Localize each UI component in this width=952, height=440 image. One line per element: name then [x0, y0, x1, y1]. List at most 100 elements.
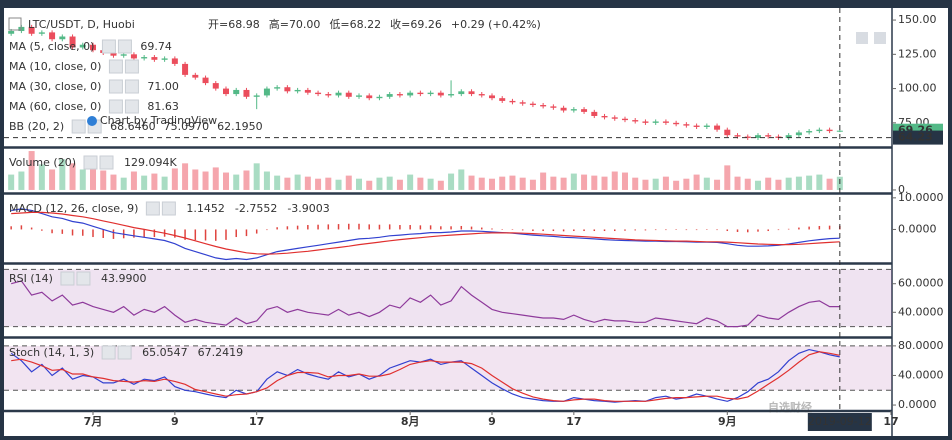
pane-legend-value: 129.094K	[124, 156, 177, 169]
volume-bar	[632, 177, 639, 190]
volume-bar	[161, 176, 168, 190]
histogram-bar	[235, 229, 237, 238]
volume-bar	[652, 178, 659, 190]
candle-body	[754, 135, 761, 138]
candle-body	[233, 89, 240, 95]
volume-bar	[693, 174, 700, 190]
volume-bar	[151, 173, 158, 190]
histogram-bar	[736, 229, 739, 232]
crosshair-date-box	[807, 413, 872, 431]
candle-body	[335, 92, 342, 96]
band-fill	[4, 345, 892, 391]
histogram-bar	[102, 229, 104, 238]
cursor-price-label: 64.23	[898, 131, 933, 144]
histogram-bar	[194, 229, 197, 241]
volume-bar	[662, 176, 669, 190]
volume-bar	[744, 178, 751, 190]
candle-body	[345, 92, 352, 97]
histogram-bar	[143, 229, 145, 238]
volume-bar	[294, 174, 301, 190]
volume-bar	[621, 172, 628, 190]
settings-icon	[145, 201, 160, 216]
histogram-bar	[245, 229, 248, 237]
histogram-bar	[30, 227, 33, 230]
histogram-bar	[757, 229, 759, 232]
legend-value: 68.6460	[110, 120, 156, 133]
histogram-bar	[378, 224, 381, 230]
close-icon	[124, 59, 139, 74]
candle-body	[529, 103, 536, 106]
histogram-bar	[481, 227, 483, 230]
candle-body	[540, 105, 547, 107]
legend-value: 62.1950	[217, 120, 263, 133]
candle-body	[8, 31, 15, 34]
histogram-bar	[501, 229, 503, 230]
volume-bar	[560, 177, 567, 190]
volume-bar	[591, 175, 598, 190]
icon[interactable]	[856, 32, 868, 44]
volume-bar	[253, 163, 260, 190]
volume-bar	[468, 175, 475, 190]
histogram-bar	[798, 227, 800, 230]
candle-body	[662, 121, 669, 123]
histogram-bar	[286, 226, 289, 230]
histogram-bar	[470, 226, 473, 230]
volume-bar	[141, 175, 148, 190]
candle-body	[315, 92, 322, 95]
histogram-bar	[368, 224, 370, 230]
histogram-bar	[327, 224, 330, 230]
volume-bar	[223, 172, 229, 190]
candle-body	[304, 89, 311, 93]
volume-bar	[714, 179, 721, 190]
volume-bar	[499, 176, 506, 190]
volume-bar	[407, 174, 414, 190]
histogram-bar	[675, 229, 677, 230]
x-tick-label: 17	[249, 415, 264, 428]
settings-icon	[108, 59, 123, 74]
x-tick-label: 8月	[401, 415, 420, 428]
quote-value: 68.22	[350, 18, 382, 31]
volume-bar	[18, 171, 25, 190]
histogram-bar	[491, 228, 493, 230]
volume-bar	[38, 164, 45, 190]
histogram-bar	[337, 224, 340, 230]
candle-body	[182, 63, 189, 75]
histogram-bar	[409, 225, 411, 230]
volume-bar	[724, 165, 731, 190]
histogram-bar	[255, 229, 258, 234]
top-right-icons	[856, 32, 886, 44]
close-icon	[124, 79, 139, 94]
histogram-bar	[767, 229, 769, 232]
candle-body	[570, 109, 577, 111]
histogram-bar	[388, 224, 391, 230]
legend-name: MA (60, close, 0)	[9, 100, 101, 113]
crosshair-date: 2019-09-12	[808, 415, 872, 428]
candle-body	[734, 135, 741, 137]
volume-bar	[263, 171, 270, 190]
y-tick-label: 0.	[898, 183, 909, 196]
brand: Chart by TradingView	[100, 114, 217, 127]
volume-bar	[233, 174, 240, 190]
volume-bar	[366, 180, 373, 190]
chart-background	[4, 8, 948, 436]
candle-body	[744, 136, 751, 138]
volume-bar	[90, 161, 97, 190]
volume-bar	[826, 178, 833, 190]
icon[interactable]	[874, 32, 886, 44]
histogram-bar	[358, 223, 360, 230]
volume-bar	[355, 178, 362, 190]
candle-body	[683, 124, 690, 126]
volume-bar	[376, 177, 383, 190]
candle-body	[151, 57, 158, 60]
volume-bar	[806, 175, 813, 190]
candle-body	[396, 94, 403, 96]
volume-bar	[478, 177, 485, 190]
histogram-bar	[593, 229, 596, 232]
settings-icon	[83, 155, 98, 170]
close-icon	[76, 271, 91, 286]
candle-body	[703, 125, 710, 127]
histogram-bar	[225, 229, 227, 240]
histogram-bar	[726, 229, 729, 232]
histogram-bar	[133, 229, 135, 238]
volume-bar	[540, 172, 547, 190]
